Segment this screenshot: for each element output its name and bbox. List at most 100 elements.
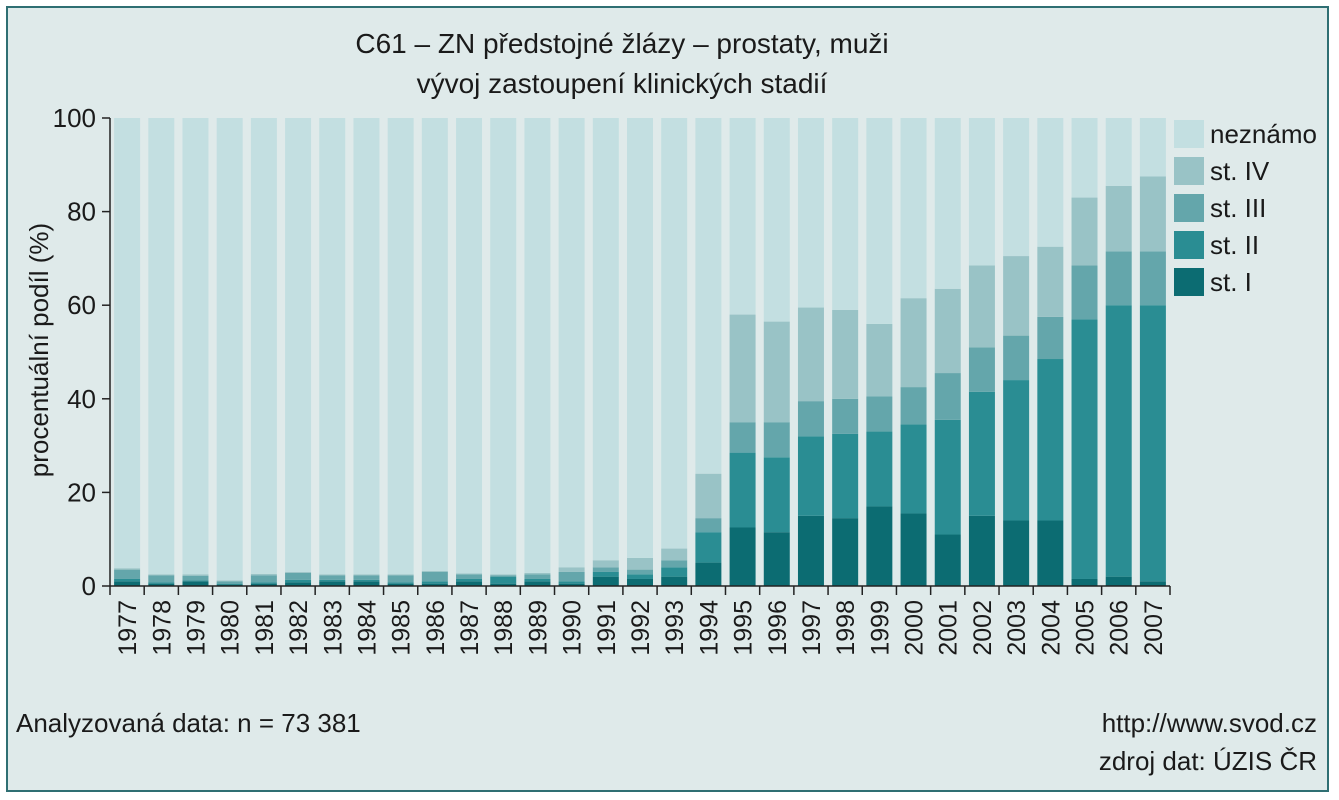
bar-segment	[1003, 380, 1030, 521]
x-tick-label: 1980	[217, 600, 245, 656]
bar-segment	[456, 573, 483, 575]
bar-segment	[1071, 578, 1098, 586]
bar-segment	[421, 583, 448, 586]
bar-segment	[148, 583, 175, 586]
bar-segment	[421, 118, 448, 572]
bar-segment	[148, 574, 175, 576]
bar-segment	[456, 581, 483, 586]
bar-segment	[1003, 335, 1030, 381]
legend-label: neznámo	[1210, 119, 1317, 149]
bar-segment	[934, 288, 961, 374]
bar-segment	[285, 579, 312, 583]
y-tick-label: 0	[82, 571, 96, 601]
x-tick-label: 2000	[901, 600, 929, 656]
bar-segment	[763, 457, 790, 533]
bar-segment	[797, 436, 824, 516]
bar-segment	[729, 527, 756, 586]
bar-segment	[797, 401, 824, 437]
bar-segment	[114, 581, 141, 586]
bar-segment	[216, 580, 243, 582]
bar-segment	[968, 347, 995, 392]
bar-segment	[866, 323, 893, 397]
bar-segment	[797, 515, 824, 586]
bar-segment	[866, 506, 893, 586]
bar-segment	[1105, 576, 1132, 586]
bar-segment	[627, 118, 653, 558]
bar-segment	[114, 569, 141, 579]
bar-segment	[900, 298, 927, 388]
legend-swatch	[1174, 120, 1204, 148]
bar-segment	[319, 581, 346, 586]
bar-segment	[661, 118, 688, 549]
bar-segment	[148, 118, 175, 575]
chart-panel: C61 – ZN předstojné žlázy – prostaty, mu…	[6, 6, 1329, 792]
bar-segment	[319, 574, 346, 576]
bar-segment	[250, 573, 277, 576]
plot-area: 0 20 40 60 80 100 1977 1978 1979 1980 1981 1982 1983…	[53, 103, 1171, 656]
bar-segment	[353, 581, 380, 586]
bar-segment	[1037, 118, 1064, 247]
bar-segment	[250, 583, 277, 586]
x-tick-label: 1998	[832, 600, 860, 656]
bar-segment	[695, 532, 722, 563]
bar-segment	[1139, 581, 1166, 586]
bar-segment	[832, 398, 859, 434]
bar-segment	[1003, 256, 1030, 336]
x-tick-label: 1996	[764, 600, 792, 656]
bar-segment	[558, 118, 585, 568]
chart-title: C61 – ZN předstojné žlázy – prostaty, mu…	[355, 28, 888, 59]
bar-segment	[1003, 118, 1030, 257]
bar-segment	[1139, 118, 1166, 177]
bar-segment	[729, 314, 756, 423]
bar-segment	[627, 557, 653, 570]
bar-segment	[456, 118, 483, 574]
legend-swatch	[1174, 157, 1204, 185]
bar-segment	[592, 571, 619, 577]
bar-segment	[114, 578, 141, 582]
x-tick-label: 2001	[935, 600, 963, 656]
x-tick-label: 1994	[695, 600, 723, 656]
bar-segment	[1071, 118, 1098, 198]
bar-segment	[114, 118, 141, 569]
bar-segment	[250, 575, 277, 583]
bar-segment	[524, 572, 551, 575]
bar-segment	[627, 569, 653, 575]
x-tick-label: 1990	[559, 600, 587, 656]
y-tick-label: 100	[53, 103, 96, 133]
bar-segment	[490, 118, 517, 575]
bar-segment	[729, 422, 756, 453]
bar-segment	[900, 118, 927, 299]
bar-segment	[695, 473, 722, 519]
bar-segment	[934, 118, 961, 289]
bar-segment	[1071, 265, 1098, 320]
bar-segment	[900, 513, 927, 586]
bar-segment	[797, 118, 824, 308]
bar-segment	[387, 582, 414, 584]
y-tick-label: 20	[67, 477, 96, 507]
bar-segment	[1139, 251, 1166, 306]
bar-segment	[353, 579, 380, 582]
bar-segment	[182, 580, 209, 582]
bar-segment	[216, 118, 243, 581]
bar-segment	[524, 581, 551, 586]
bar-segment	[661, 567, 688, 577]
x-tick-label: 1988	[490, 600, 518, 656]
bar-segment	[763, 118, 790, 322]
bar-segment	[490, 576, 517, 584]
legend-label: st. III	[1210, 193, 1266, 223]
bar-segment	[968, 265, 995, 348]
bar-segment	[216, 581, 243, 584]
bar-segment	[456, 574, 483, 579]
bar-segment	[285, 118, 312, 572]
bar-segment	[285, 582, 312, 586]
bar-segment	[387, 583, 414, 586]
bar-segment	[490, 574, 517, 576]
bar-segment	[353, 575, 380, 580]
bar-segment	[934, 373, 961, 420]
legend-label: st. II	[1210, 230, 1259, 260]
bar-segment	[934, 534, 961, 586]
legend-swatch	[1174, 268, 1204, 296]
legend-swatch	[1174, 231, 1204, 259]
bar-segment	[319, 575, 346, 580]
bar-segment	[1105, 185, 1132, 252]
